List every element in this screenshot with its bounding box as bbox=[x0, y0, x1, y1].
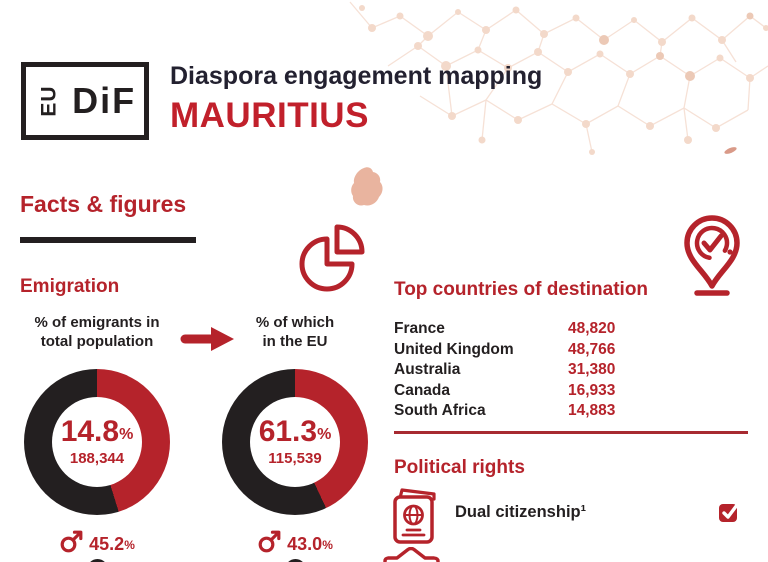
male-pct-number: 43.0 bbox=[287, 533, 323, 554]
donut-value: 14.8 % bbox=[60, 414, 134, 448]
dual-citizenship-label: Dual citizenship¹ bbox=[455, 503, 587, 521]
page-title: Diaspora engagement mapping bbox=[170, 62, 543, 90]
emigration-heading: Emigration bbox=[20, 276, 120, 297]
male-share-row: 45.2 % bbox=[59, 528, 135, 554]
male-share-row: 43.0 % bbox=[257, 528, 333, 554]
section-divider bbox=[394, 431, 748, 434]
chart-label-line1: % of which bbox=[255, 314, 335, 331]
logo-dif-text: DiF bbox=[72, 80, 137, 121]
emigration-chart-total-population: % of emigrants in total population 14.8 … bbox=[17, 314, 177, 562]
political-rights-heading: Political rights bbox=[394, 457, 525, 478]
facts-figures-heading: Facts & figures bbox=[20, 191, 187, 217]
right-arrow-icon bbox=[180, 327, 234, 351]
country-name: France bbox=[394, 320, 445, 338]
donut-value-unit: % bbox=[119, 425, 134, 443]
male-symbol-icon bbox=[60, 530, 83, 552]
male-pct-unit: % bbox=[322, 537, 333, 552]
female-symbol-icon bbox=[86, 558, 108, 562]
table-row: United Kingdom 48,766 bbox=[394, 340, 748, 361]
logo-eu-text: EU bbox=[37, 85, 61, 117]
destinations-table: France 48,820 United Kingdom 48,766 Aust… bbox=[394, 319, 748, 422]
location-pin-check-icon bbox=[684, 215, 740, 296]
donut-count: 115,539 bbox=[268, 449, 322, 467]
emigration-chart-in-eu: % of which in the EU 61.3 % 115,539 bbox=[215, 314, 375, 562]
country-value: 48,766 bbox=[568, 340, 616, 358]
male-symbol-icon bbox=[258, 530, 281, 552]
donut-value-number: 14.8 bbox=[60, 414, 120, 448]
donut-value: 61.3 % bbox=[258, 414, 332, 448]
country-value: 16,933 bbox=[568, 381, 616, 399]
country-name: Australia bbox=[394, 361, 461, 379]
cutoff-bottom-icon bbox=[383, 547, 440, 562]
donut-chart-in-eu: 61.3 % 115,539 bbox=[222, 368, 368, 515]
donut-count: 188,344 bbox=[69, 449, 125, 467]
chart-label-line1: % of emigrants in bbox=[34, 314, 160, 331]
male-share-value: 43.0 % bbox=[287, 535, 333, 553]
table-row: Canada 16,933 bbox=[394, 381, 748, 402]
passport-icon bbox=[393, 488, 436, 544]
country-title: MAURITIUS bbox=[170, 96, 369, 135]
female-symbol-icon bbox=[284, 558, 306, 562]
donut-value-number: 61.3 bbox=[258, 414, 318, 448]
country-name: United Kingdom bbox=[394, 340, 514, 358]
country-value: 14,883 bbox=[568, 402, 616, 420]
table-row: France 48,820 bbox=[394, 319, 748, 340]
male-share-value: 45.2 % bbox=[89, 535, 135, 553]
chart-label: % of which in the EU bbox=[256, 314, 334, 352]
small-island-silhouette bbox=[723, 145, 738, 156]
chart-label-line2: in the EU bbox=[262, 332, 328, 350]
table-row: Australia 31,380 bbox=[394, 360, 748, 381]
pie-chart-icon bbox=[299, 224, 365, 292]
chart-label-line2: total population bbox=[40, 332, 154, 350]
country-name: Canada bbox=[394, 381, 450, 399]
table-row: South Africa 14,883 bbox=[394, 401, 748, 422]
mauritius-silhouette bbox=[351, 167, 383, 206]
heading-underline-bar bbox=[20, 237, 196, 243]
country-value: 48,820 bbox=[568, 320, 616, 338]
destinations-heading: Top countries of destination bbox=[394, 279, 649, 300]
donut-value-unit: % bbox=[317, 425, 332, 443]
male-pct-number: 45.2 bbox=[89, 533, 125, 554]
eudif-logo: EU DiF bbox=[21, 62, 149, 140]
country-name: South Africa bbox=[394, 402, 486, 420]
donut-chart-total-population: 14.8 % 188,344 bbox=[24, 368, 170, 515]
male-pct-unit: % bbox=[124, 537, 135, 552]
chart-label: % of emigrants in total population bbox=[34, 314, 159, 352]
donut-center: 14.8 % 188,344 bbox=[52, 396, 142, 487]
donut-center: 61.3 % 115,539 bbox=[250, 396, 340, 487]
country-value: 31,380 bbox=[568, 361, 616, 379]
checked-checkbox-icon bbox=[719, 503, 739, 522]
